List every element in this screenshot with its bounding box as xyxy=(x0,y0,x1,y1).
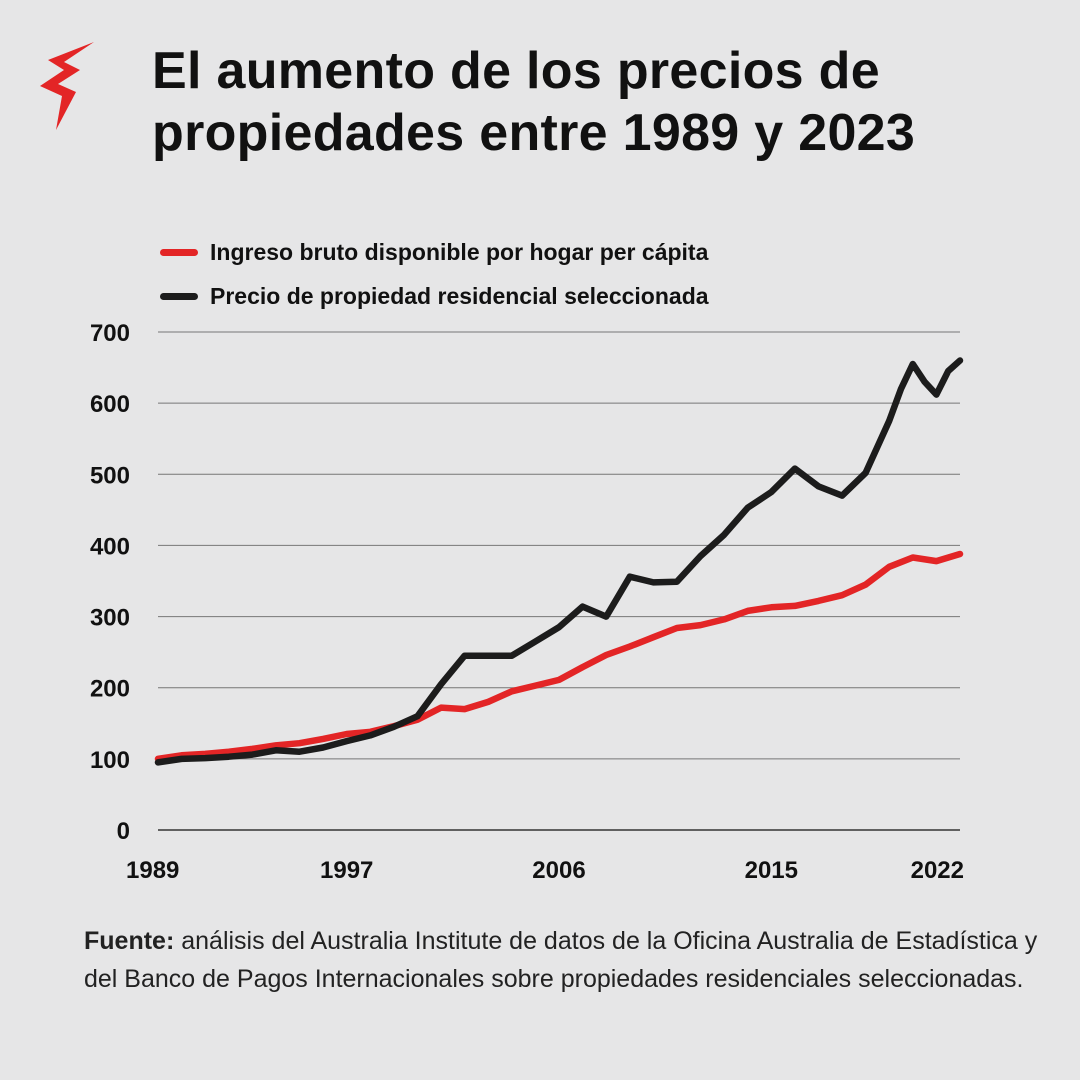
sbs-logo-icon xyxy=(40,42,94,130)
legend-swatch-income xyxy=(160,248,198,256)
y-tick-label: 200 xyxy=(90,676,130,703)
legend-item-price: Precio de propiedad residencial seleccio… xyxy=(160,274,709,318)
series-line-income xyxy=(154,550,964,763)
y-tick-label: 700 xyxy=(90,320,130,347)
legend-label-income: Ingreso bruto disponible por hogar per c… xyxy=(210,238,709,265)
source-note: Fuente: análisis del Australia Institute… xyxy=(84,922,1044,998)
page-title: El aumento de los precios de propiedades… xyxy=(152,40,1052,164)
y-tick-label: 0 xyxy=(117,818,130,845)
legend-item-income: Ingreso bruto disponible por hogar per c… xyxy=(160,230,709,274)
title-line-2: propiedades entre 1989 y 2023 xyxy=(152,104,916,162)
x-tick-label: 2015 xyxy=(745,857,798,884)
y-tick-label: 300 xyxy=(90,605,130,632)
legend-swatch-price xyxy=(160,292,198,300)
source-label: Fuente: xyxy=(84,927,175,955)
chart-legend: Ingreso bruto disponible por hogar per c… xyxy=(160,230,709,318)
y-tick-label: 100 xyxy=(90,747,130,774)
x-tick-label: 2006 xyxy=(532,857,585,884)
x-tick-label: 1989 xyxy=(126,857,179,884)
source-text: análisis del Australia Institute de dato… xyxy=(84,927,1038,993)
title-line-1: El aumento de los precios de xyxy=(152,42,880,100)
x-tick-label: 1997 xyxy=(320,857,373,884)
y-tick-label: 600 xyxy=(90,391,130,418)
y-tick-label: 500 xyxy=(90,462,130,489)
legend-label-price: Precio de propiedad residencial seleccio… xyxy=(210,282,709,309)
series-line-price xyxy=(154,357,964,766)
line-chart: 0 100 200 300 400 500 600 700 1989 1997 2006 2015 20… xyxy=(90,320,964,884)
y-tick-label: 400 xyxy=(90,533,130,560)
x-tick-label: 2022 xyxy=(911,857,964,884)
